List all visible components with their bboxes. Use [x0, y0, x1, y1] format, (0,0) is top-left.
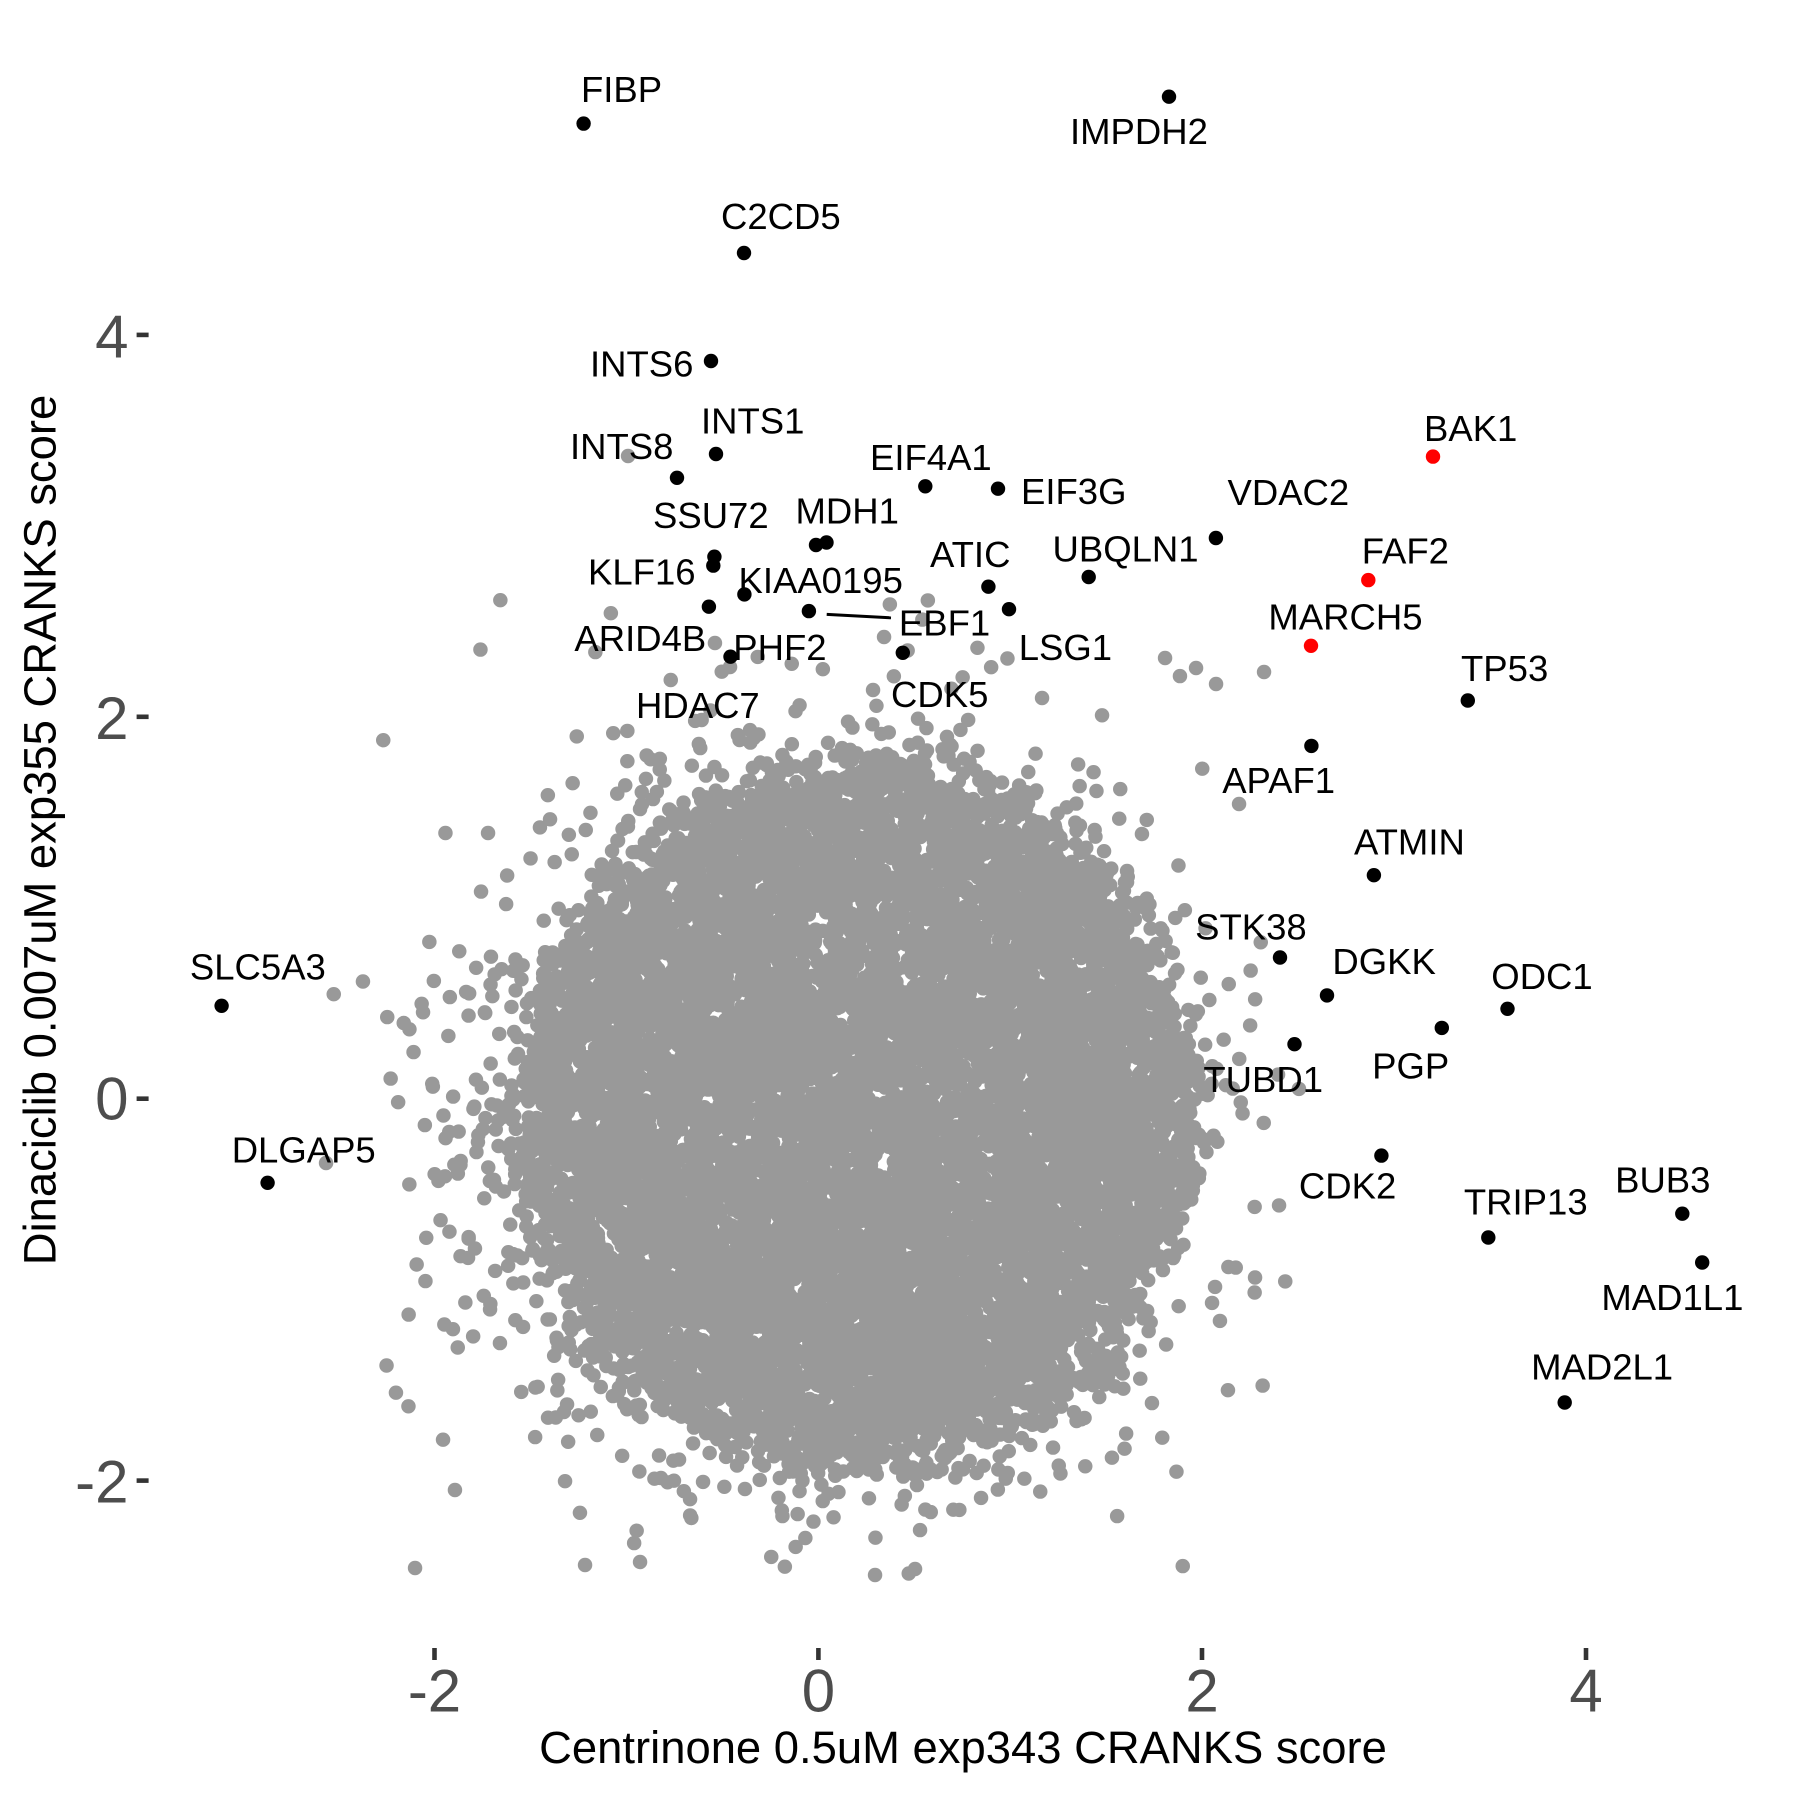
- svg-text:4: 4: [95, 303, 128, 370]
- svg-text:PGP: PGP: [1372, 1046, 1449, 1087]
- svg-text:MDH1: MDH1: [796, 490, 899, 531]
- svg-text:SSU72: SSU72: [653, 495, 769, 536]
- svg-text:KIAA0195: KIAA0195: [739, 560, 903, 601]
- svg-text:0: 0: [95, 1066, 128, 1133]
- svg-text:VDAC2: VDAC2: [1228, 472, 1350, 513]
- svg-text:EIF4A1: EIF4A1: [870, 437, 992, 478]
- svg-text:SLC5A3: SLC5A3: [190, 947, 326, 988]
- svg-text:ATIC: ATIC: [930, 534, 1010, 575]
- svg-text:CDK5: CDK5: [891, 674, 988, 715]
- svg-text:IMPDH2: IMPDH2: [1070, 111, 1208, 152]
- svg-text:BAK1: BAK1: [1424, 408, 1517, 449]
- svg-text:4: 4: [1569, 1658, 1602, 1725]
- svg-text:LSG1: LSG1: [1019, 627, 1112, 668]
- svg-text:UBQLN1: UBQLN1: [1053, 528, 1199, 569]
- svg-text:2: 2: [1185, 1658, 1218, 1725]
- svg-text:0: 0: [802, 1658, 835, 1725]
- svg-text:MAD1L1: MAD1L1: [1601, 1277, 1743, 1318]
- svg-text:PHF2: PHF2: [733, 627, 826, 668]
- svg-text:-2: -2: [408, 1658, 461, 1725]
- svg-text:TUBD1: TUBD1: [1203, 1059, 1323, 1100]
- svg-text:KLF16: KLF16: [588, 551, 696, 592]
- svg-text:Dinaciclib 0.007uM exp355 CRAN: Dinaciclib 0.007uM exp355 CRANKS score: [15, 395, 66, 1265]
- svg-text:ARID4B: ARID4B: [574, 618, 706, 659]
- svg-text:ATMIN: ATMIN: [1354, 822, 1465, 863]
- svg-text:Centrinone 0.5uM exp343 CRANKS: Centrinone 0.5uM exp343 CRANKS score: [539, 1722, 1387, 1773]
- svg-text:DGKK: DGKK: [1332, 941, 1435, 982]
- svg-text:INTS1: INTS1: [701, 400, 804, 441]
- svg-text:EIF3G: EIF3G: [1021, 471, 1126, 512]
- svg-text:APAF1: APAF1: [1222, 760, 1335, 801]
- svg-text:TP53: TP53: [1461, 648, 1548, 689]
- svg-text:DLGAP5: DLGAP5: [232, 1129, 376, 1170]
- svg-text:-2: -2: [75, 1449, 128, 1516]
- svg-text:MARCH5: MARCH5: [1268, 597, 1422, 638]
- svg-text:INTS8: INTS8: [570, 426, 673, 467]
- svg-text:EBF1: EBF1: [899, 602, 990, 643]
- svg-text:C2CD5: C2CD5: [721, 196, 841, 237]
- svg-text:STK38: STK38: [1195, 907, 1307, 948]
- svg-text:FAF2: FAF2: [1362, 530, 1449, 571]
- svg-text:TRIP13: TRIP13: [1464, 1182, 1588, 1223]
- svg-text:INTS6: INTS6: [590, 344, 693, 385]
- svg-text:BUB3: BUB3: [1615, 1159, 1710, 1200]
- svg-text:MAD2L1: MAD2L1: [1531, 1347, 1673, 1388]
- svg-text:ODC1: ODC1: [1491, 956, 1592, 997]
- svg-text:2: 2: [95, 685, 128, 752]
- svg-text:FIBP: FIBP: [581, 69, 662, 110]
- svg-text:CDK2: CDK2: [1299, 1165, 1396, 1206]
- svg-text:HDAC7: HDAC7: [636, 685, 760, 726]
